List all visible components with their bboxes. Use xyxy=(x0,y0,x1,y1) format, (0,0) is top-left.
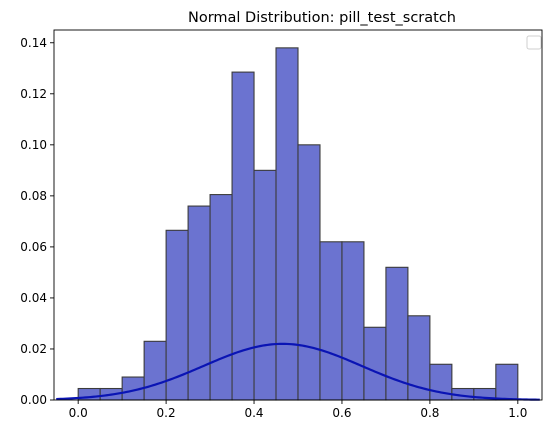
histogram-bars xyxy=(77,47,519,401)
x-tick-label: 1.0 xyxy=(508,406,527,420)
y-tick-label: 0.08 xyxy=(20,189,47,203)
histogram-bar xyxy=(209,194,233,401)
x-tick-label: 0.8 xyxy=(420,406,439,420)
y-tick-label: 0.02 xyxy=(20,342,47,356)
y-tick-label: 0.10 xyxy=(20,138,47,152)
normal-pdf-curve xyxy=(56,342,540,401)
x-tick-label: 0.6 xyxy=(332,406,351,420)
histogram-bar xyxy=(143,340,167,401)
y-axis-ticks: 0.00 0.02 0.04 0.06 0.08 0.10 0.12 0.14 xyxy=(20,36,54,407)
legend-box xyxy=(526,35,542,50)
histogram-bar xyxy=(363,326,387,401)
histogram-bar xyxy=(275,47,299,401)
axes xyxy=(53,29,543,401)
histogram-bar xyxy=(253,169,277,401)
y-tick-label: 0.06 xyxy=(20,240,47,254)
x-tick-label: 0.4 xyxy=(244,406,263,420)
histogram-bar xyxy=(341,241,365,401)
x-axis-ticks: 0.0 0.2 0.4 0.6 0.8 1.0 xyxy=(69,400,527,420)
x-tick-label: 0.0 xyxy=(69,406,88,420)
histogram-bar xyxy=(319,241,343,401)
x-tick-label: 0.2 xyxy=(157,406,176,420)
y-tick-label: 0.14 xyxy=(20,36,47,50)
histogram-bar xyxy=(495,363,519,401)
plot-frame xyxy=(53,29,543,401)
y-tick-label: 0.00 xyxy=(20,393,47,407)
histogram-bar xyxy=(297,144,321,401)
chart-title: Normal Distribution: pill_test_scratch xyxy=(188,10,456,26)
y-tick-label: 0.04 xyxy=(20,291,47,305)
y-tick-label: 0.12 xyxy=(20,87,47,101)
